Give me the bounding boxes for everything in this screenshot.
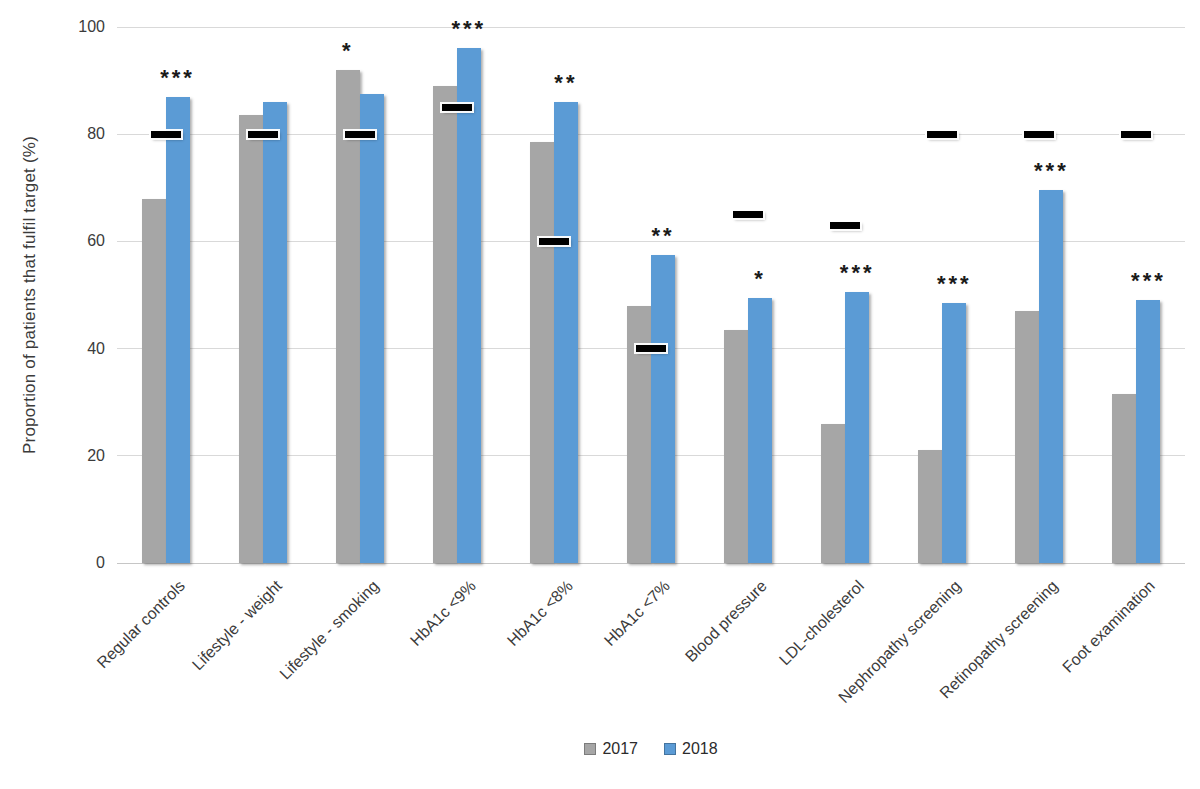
legend-label-2017: 2017 bbox=[602, 740, 638, 758]
y-tick-label-100: 100 bbox=[55, 19, 105, 35]
target-marker-nephropathy-screening bbox=[927, 131, 957, 138]
target-marker-blood-pressure bbox=[733, 211, 763, 218]
y-axis-title: Proportion of patients that fulfil targe… bbox=[20, 136, 40, 454]
target-marker-ldl-cholesterol bbox=[830, 222, 860, 229]
y-tick-label-60: 60 bbox=[55, 233, 105, 249]
x-label-foot-examination: Foot examination bbox=[977, 577, 1159, 759]
significance-foot-examination: *** bbox=[1131, 271, 1166, 291]
target-marker-lifestyle-weight bbox=[248, 131, 278, 138]
bar-2017-lifestyle-smoking bbox=[336, 70, 360, 563]
bar-2017-regular-controls bbox=[142, 199, 166, 563]
significance-blood-pressure: * bbox=[754, 269, 766, 289]
target-marker-lifestyle-smoking bbox=[345, 131, 375, 138]
significance-hba1c-9: *** bbox=[451, 19, 486, 39]
target-marker-foot-examination bbox=[1121, 131, 1151, 138]
bar-2018-hba1c-8 bbox=[554, 102, 578, 563]
x-label-lifestyle-smoking: Lifestyle - smoking bbox=[200, 577, 382, 759]
x-label-hba1c-9: HbA1c <9% bbox=[297, 577, 479, 759]
bar-2017-hba1c-8 bbox=[530, 142, 554, 563]
x-label-lifestyle-weight: Lifestyle - weight bbox=[103, 577, 285, 759]
legend-item-2018: 2018 bbox=[664, 740, 718, 758]
gridline-100 bbox=[117, 27, 1185, 28]
y-tick-label-0: 0 bbox=[55, 555, 105, 571]
x-label-nephropathy-screening: Nephropathy screening bbox=[783, 577, 965, 759]
bar-chart: Proportion of patients that fulfil targe… bbox=[0, 0, 1200, 789]
significance-lifestyle-smoking: * bbox=[342, 41, 354, 61]
target-marker-hba1c-9 bbox=[442, 104, 472, 111]
x-label-hba1c-7: HbA1c <7% bbox=[491, 577, 673, 759]
x-label-blood-pressure: Blood pressure bbox=[588, 577, 770, 759]
legend-label-2018: 2018 bbox=[682, 740, 718, 758]
bar-2018-ldl-cholesterol bbox=[845, 292, 869, 563]
bar-2018-lifestyle-smoking bbox=[360, 94, 384, 563]
target-marker-hba1c-8 bbox=[539, 238, 569, 245]
target-marker-hba1c-7 bbox=[636, 345, 666, 352]
bar-2018-foot-examination bbox=[1136, 300, 1160, 563]
legend: 2017 2018 bbox=[117, 740, 1185, 758]
bar-2017-lifestyle-weight bbox=[239, 115, 263, 563]
plot-area: ************************ bbox=[117, 27, 1185, 563]
significance-ldl-cholesterol: *** bbox=[840, 263, 875, 283]
bar-2017-hba1c-9 bbox=[433, 86, 457, 563]
y-tick-label-20: 20 bbox=[55, 448, 105, 464]
legend-swatch-2017 bbox=[584, 743, 596, 755]
target-marker-regular-controls bbox=[151, 131, 181, 138]
x-label-retinopathy-screening: Retinopathy screening bbox=[880, 577, 1062, 759]
legend-item-2017: 2017 bbox=[584, 740, 638, 758]
bar-2018-hba1c-9 bbox=[457, 48, 481, 563]
bar-2017-nephropathy-screening bbox=[918, 450, 942, 563]
y-tick-label-40: 40 bbox=[55, 341, 105, 357]
bar-2017-blood-pressure bbox=[724, 330, 748, 563]
significance-hba1c-7: ** bbox=[651, 226, 674, 246]
target-marker-retinopathy-screening bbox=[1024, 131, 1054, 138]
x-label-ldl-cholesterol: LDL-cholesterol bbox=[685, 577, 867, 759]
significance-regular-controls: *** bbox=[160, 68, 195, 88]
significance-hba1c-8: ** bbox=[554, 73, 577, 93]
bar-2018-lifestyle-weight bbox=[263, 102, 287, 563]
bar-2018-nephropathy-screening bbox=[942, 303, 966, 563]
bar-2017-ldl-cholesterol bbox=[821, 424, 845, 563]
x-label-hba1c-8: HbA1c <8% bbox=[394, 577, 576, 759]
significance-retinopathy-screening: *** bbox=[1034, 161, 1069, 181]
bar-2017-foot-examination bbox=[1112, 394, 1136, 563]
bar-2017-retinopathy-screening bbox=[1015, 311, 1039, 563]
bar-2018-blood-pressure bbox=[748, 298, 772, 563]
bar-2018-hba1c-7 bbox=[651, 255, 675, 563]
y-tick-label-80: 80 bbox=[55, 126, 105, 142]
bar-2018-regular-controls bbox=[166, 97, 190, 563]
significance-nephropathy-screening: *** bbox=[937, 274, 972, 294]
legend-swatch-2018 bbox=[664, 743, 676, 755]
bar-2018-retinopathy-screening bbox=[1039, 190, 1063, 563]
x-label-regular-controls: Regular controls bbox=[6, 577, 188, 759]
